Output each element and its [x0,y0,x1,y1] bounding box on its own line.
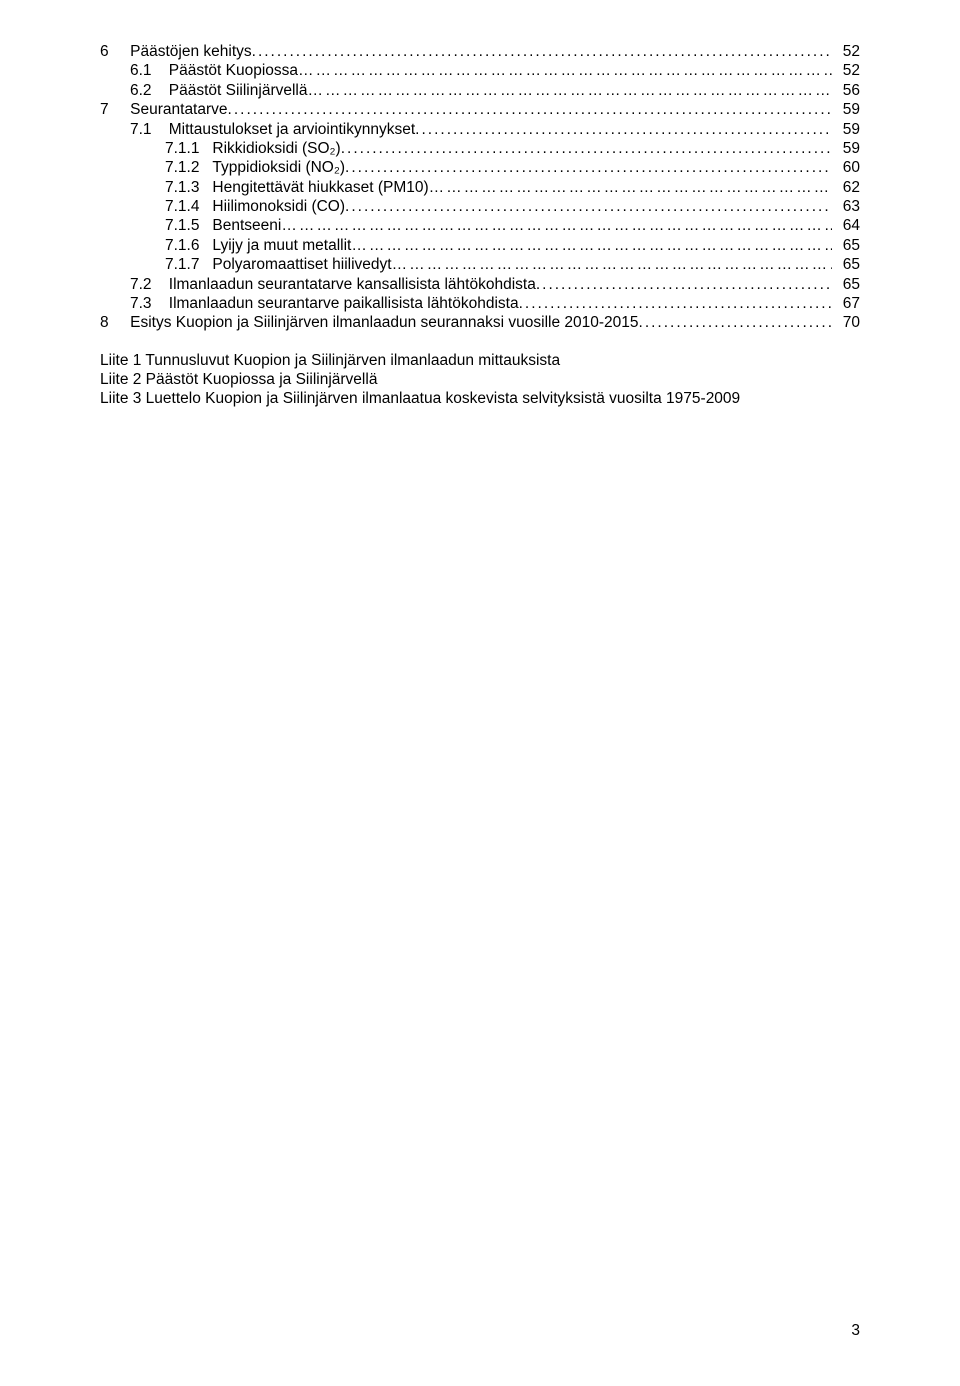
toc-page: 67 [832,294,860,313]
toc-page: 62 [832,178,860,197]
toc-page: 60 [832,158,860,177]
toc-page: 65 [832,255,860,274]
toc-entry: 6.2 Päästöt Siilinjärvellä 56 [100,81,860,100]
toc-leader [429,178,832,197]
document-page: 6 Päästöjen kehitys526.1 Päästöt Kuopios… [0,0,960,1386]
page-number: 3 [851,1321,860,1340]
toc-page: 59 [832,100,860,119]
toc-page: 70 [832,313,860,332]
toc-entry: 7.1.2 Typpidioksidi (NO₂) 60 [100,158,860,177]
toc-entry: 7.3 Ilmanlaadun seurantarve paikallisist… [100,294,860,313]
toc-page: 52 [832,42,860,61]
toc-entry: 6.1 Päästöt Kuopiossa 52 [100,61,860,80]
toc-entry: 7.2 Ilmanlaadun seurantatarve kansallisi… [100,275,860,294]
toc-page: 65 [832,275,860,294]
toc-label: 7.1.2 Typpidioksidi (NO₂) [165,158,345,177]
toc-leader [536,275,832,294]
toc-label: 7.1.1 Rikkidioksidi (SO₂) [165,139,341,158]
toc-entry: 7.1.1 Rikkidioksidi (SO₂) 59 [100,139,860,158]
toc-leader [351,236,832,255]
toc-label: 7 Seurantatarve [100,100,228,119]
toc-label: 7.3 Ilmanlaadun seurantarve paikallisist… [130,294,519,313]
toc-label: 6.1 Päästöt Kuopiossa [130,61,298,80]
toc-page: 63 [832,197,860,216]
appendix-list: Liite 1 Tunnusluvut Kuopion ja Siilinjär… [100,351,860,409]
toc-leader [519,294,832,313]
toc-page: 65 [832,236,860,255]
toc-label: 7.1.7 Polyaromaattiset hiilivedyt [165,255,392,274]
toc-leader [228,100,832,119]
toc-label: 7.1.4 Hiilimonoksidi (CO) [165,197,345,216]
toc-leader [252,42,832,61]
toc-label: 7.2 Ilmanlaadun seurantatarve kansallisi… [130,275,536,294]
toc-entry: 7.1.7 Polyaromaattiset hiilivedyt 65 [100,255,860,274]
toc-entry: 7.1.4 Hiilimonoksidi (CO) 63 [100,197,860,216]
toc-page: 64 [832,216,860,235]
toc-leader [639,313,832,332]
toc-label: 7.1.6 Lyijy ja muut metallit [165,236,351,255]
appendix-entry: Liite 3 Luettelo Kuopion ja Siilinjärven… [100,389,860,408]
toc-entry: 7.1 Mittaustulokset ja arviointikynnykse… [100,120,860,139]
toc-leader [345,197,832,216]
toc-label: 7.1.5 Bentseeni [165,216,281,235]
toc-leader [307,81,832,100]
toc-entry: 6 Päästöjen kehitys 52 [100,42,860,61]
toc-page: 59 [832,139,860,158]
toc-page: 56 [832,81,860,100]
toc-page: 59 [832,120,860,139]
toc-page: 52 [832,61,860,80]
toc-label: 6 Päästöjen kehitys [100,42,252,61]
toc-entry: 7.1.6 Lyijy ja muut metallit 65 [100,236,860,255]
toc-entry: 8 Esitys Kuopion ja Siilinjärven ilmanla… [100,313,860,332]
toc-leader [345,158,832,177]
appendix-entry: Liite 2 Päästöt Kuopiossa ja Siilinjärve… [100,370,860,389]
toc-leader [281,216,832,235]
toc-entry: 7.1.5 Bentseeni 64 [100,216,860,235]
toc-leader [298,61,832,80]
toc-entry: 7.1.3 Hengitettävät hiukkaset (PM10) 62 [100,178,860,197]
toc-label: 8 Esitys Kuopion ja Siilinjärven ilmanla… [100,313,639,332]
toc-label: 7.1 Mittaustulokset ja arviointikynnykse… [130,120,415,139]
toc-label: 6.2 Päästöt Siilinjärvellä [130,81,307,100]
toc-leader [415,120,832,139]
toc-leader [392,255,832,274]
toc-leader [341,139,832,158]
toc-label: 7.1.3 Hengitettävät hiukkaset (PM10) [165,178,429,197]
table-of-contents: 6 Päästöjen kehitys526.1 Päästöt Kuopios… [100,42,860,333]
appendix-entry: Liite 1 Tunnusluvut Kuopion ja Siilinjär… [100,351,860,370]
toc-entry: 7 Seurantatarve 59 [100,100,860,119]
